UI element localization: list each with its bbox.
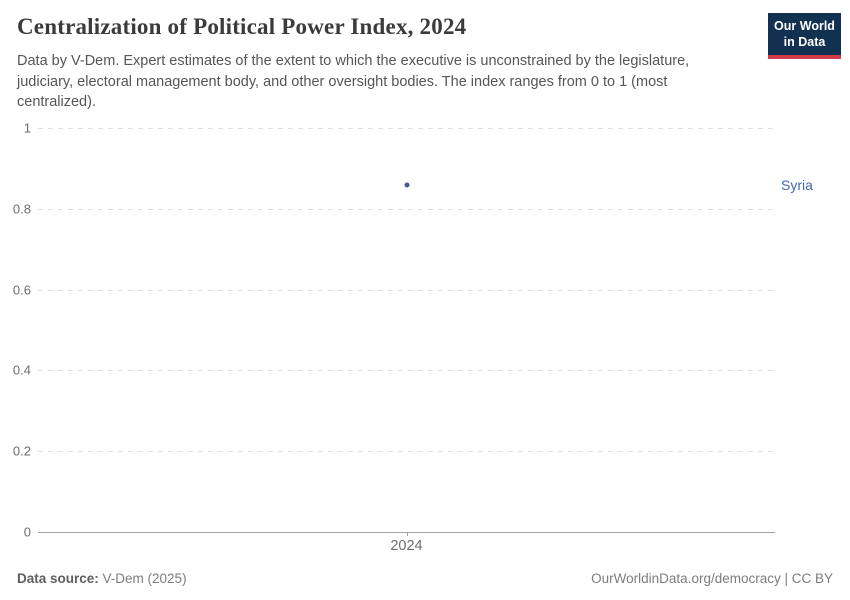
gridline-1 [38, 128, 775, 129]
y-tick-label-0.6: 0.6 [12, 282, 31, 298]
x-axis-label: 2024 [390, 538, 423, 554]
y-tick-label-0.4: 0.4 [12, 362, 31, 378]
plot-area: Syria 2024 0 0.2 0.4 0.6 0.8 1 [13, 121, 813, 555]
data-point-syria[interactable] [404, 182, 409, 188]
chart-subtitle: Data by V-Dem. Expert estimates of the e… [17, 53, 690, 111]
gridline-0.4 [38, 370, 775, 372]
gridline-0.2 [38, 451, 775, 453]
y-tick-label-0.2: 0.2 [12, 443, 31, 459]
chart-footer: Data source: V-Dem (2025) OurWorldinData… [17, 571, 833, 586]
data-source: Data source: V-Dem (2025) [17, 571, 187, 586]
page-title: Centralization of Political Power Index,… [17, 14, 467, 39]
gridline-0.6 [38, 289, 775, 291]
y-tick-label-0: 0 [23, 524, 31, 540]
x-axis-tick [406, 532, 408, 536]
y-tick-label-1: 1 [23, 120, 31, 136]
gridline-0.8 [38, 208, 775, 210]
owid-logo: Our World in Data [768, 13, 841, 60]
data-source-value: V-Dem (2025) [98, 571, 187, 586]
y-tick-label-0.8: 0.8 [12, 201, 31, 217]
owid-logo-line2: in Data [783, 34, 826, 49]
owid-logo-line1: Our World [774, 19, 835, 33]
attribution: OurWorldinData.org/democracy | CC BY [591, 571, 833, 586]
entity-label-syria[interactable]: Syria [781, 176, 813, 193]
gridline-0 [38, 532, 775, 533]
data-source-label: Data source: [17, 571, 99, 586]
